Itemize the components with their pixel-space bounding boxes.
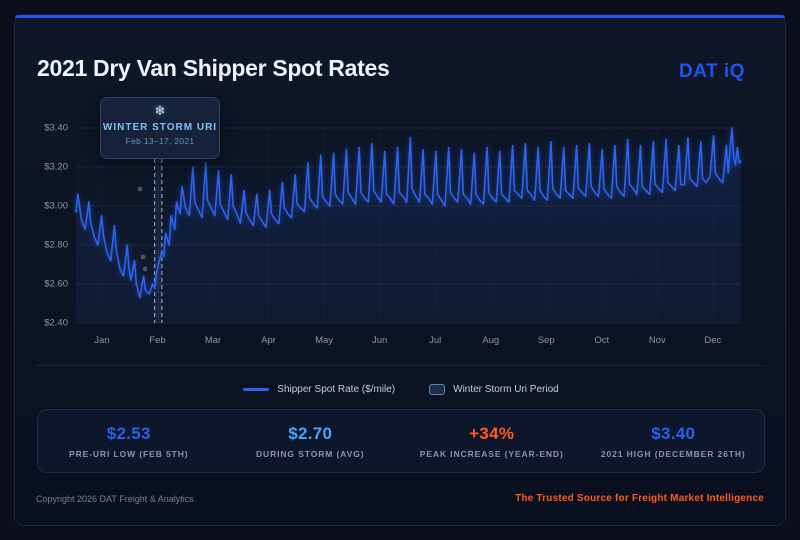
stat-value: $3.40	[651, 423, 696, 443]
legend-label: Shipper Spot Rate ($/mile)	[277, 384, 396, 395]
stat-value: $2.70	[288, 423, 333, 443]
callout-dates: Feb 13–17, 2021	[125, 136, 195, 146]
legend-item-spot-rate: Shipper Spot Rate ($/mile)	[243, 384, 395, 395]
snowflake-icon: ❄	[154, 104, 166, 119]
y-tick-label: $2.80	[44, 239, 68, 251]
y-tick-label: $3.20	[44, 161, 68, 173]
storm-period-band	[154, 159, 162, 323]
brand-tagline: The Trusted Source for Freight Market In…	[515, 493, 764, 504]
infographic-card: 2021 Dry Van Shipper Spot Rates DAT iQ $…	[14, 14, 786, 526]
stat-value: $2.53	[106, 423, 151, 443]
stat-peak-increase: +34% PEAK INCREASE (YEAR-END)	[401, 424, 583, 459]
x-tick-label: Sep	[537, 335, 555, 346]
y-tick-label: $2.40	[44, 317, 68, 329]
snow-dot	[142, 266, 148, 272]
x-tick-label: Oct	[594, 335, 610, 346]
x-tick-label: Jul	[429, 335, 442, 346]
snow-dot	[140, 254, 146, 260]
stat-label: 2021 HIGH (DECEMBER 26TH)	[600, 448, 746, 459]
x-tick-label: Dec	[704, 335, 722, 346]
copyright-text: Copyright 2026 DAT Freight & Analytics	[36, 493, 194, 504]
spot-rate-chart: $3.40 $3.20 $3.00 $2.80 $2.60 $2.40 Jan Feb Mar…	[15, 15, 787, 527]
y-tick-label: $3.00	[44, 200, 68, 212]
x-tick-label: Apr	[261, 335, 276, 346]
snow-dot	[137, 186, 143, 192]
x-tick-label: Mar	[204, 335, 222, 346]
stat-label: PRE-URI LOW (FEB 5TH)	[69, 448, 189, 459]
stat-label: PEAK INCREASE (YEAR-END)	[419, 448, 564, 459]
x-tick-label: Jun	[371, 335, 388, 346]
footer: Copyright 2026 DAT Freight & Analytics T…	[36, 493, 764, 504]
legend-label: Winter Storm Uri Period	[453, 384, 559, 395]
y-tick-label: $3.40	[44, 122, 68, 134]
stat-value: +34%	[469, 423, 515, 443]
stat-pre-uri-low: $2.53 PRE-URI LOW (FEB 5TH)	[38, 424, 220, 459]
x-tick-label: Aug	[482, 335, 500, 346]
chart-legend: Shipper Spot Rate ($/mile) Winter Storm …	[36, 365, 766, 395]
legend-item-storm-period: Winter Storm Uri Period	[429, 384, 559, 395]
stat-label: DURING STORM (AVG)	[256, 448, 365, 459]
x-tick-label: Feb	[149, 335, 166, 346]
x-tick-label: Nov	[648, 335, 666, 346]
stat-during-storm: $2.70 DURING STORM (AVG)	[220, 424, 402, 459]
x-tick-label: May	[315, 335, 334, 346]
y-tick-label: $2.60	[44, 278, 68, 290]
line-swatch-icon	[243, 388, 270, 391]
callout-title: WINTER STORM URI	[102, 122, 218, 133]
winter-storm-uri-callout: ❄ WINTER STORM URI Feb 13–17, 2021	[100, 97, 220, 159]
stat-2021-high: $3.40 2021 HIGH (DECEMBER 26TH)	[583, 424, 765, 459]
box-swatch-icon	[429, 384, 446, 395]
stats-bar: $2.53 PRE-URI LOW (FEB 5TH) $2.70 DURING…	[37, 409, 765, 473]
x-tick-label: Jan	[94, 335, 110, 346]
card-accent-bar	[15, 15, 785, 18]
dat-iq-logo: DAT iQ	[679, 61, 745, 82]
chart-canvas	[75, 127, 742, 324]
page-title: 2021 Dry Van Shipper Spot Rates	[37, 55, 390, 81]
spot-rate-line	[75, 127, 742, 299]
